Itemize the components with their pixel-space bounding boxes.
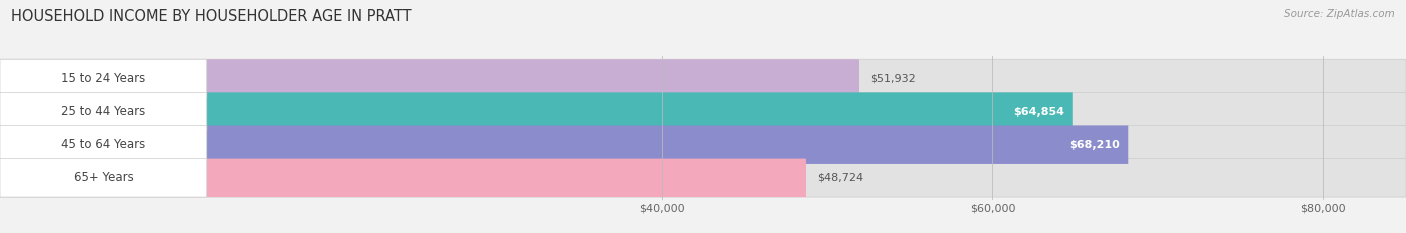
Text: 65+ Years: 65+ Years bbox=[73, 171, 134, 184]
FancyBboxPatch shape bbox=[0, 159, 806, 197]
Text: HOUSEHOLD INCOME BY HOUSEHOLDER AGE IN PRATT: HOUSEHOLD INCOME BY HOUSEHOLDER AGE IN P… bbox=[11, 9, 412, 24]
FancyBboxPatch shape bbox=[0, 92, 207, 131]
FancyBboxPatch shape bbox=[0, 126, 1406, 164]
FancyBboxPatch shape bbox=[0, 159, 1406, 197]
Text: $68,210: $68,210 bbox=[1069, 140, 1121, 150]
FancyBboxPatch shape bbox=[0, 92, 1073, 131]
FancyBboxPatch shape bbox=[0, 159, 207, 197]
FancyBboxPatch shape bbox=[0, 59, 859, 98]
FancyBboxPatch shape bbox=[0, 126, 1128, 164]
FancyBboxPatch shape bbox=[0, 126, 207, 164]
Text: 25 to 44 Years: 25 to 44 Years bbox=[62, 105, 145, 118]
Text: Source: ZipAtlas.com: Source: ZipAtlas.com bbox=[1284, 9, 1395, 19]
Text: 15 to 24 Years: 15 to 24 Years bbox=[62, 72, 145, 85]
Text: $51,932: $51,932 bbox=[870, 73, 917, 83]
Text: $64,854: $64,854 bbox=[1014, 106, 1064, 116]
FancyBboxPatch shape bbox=[0, 59, 1406, 98]
FancyBboxPatch shape bbox=[0, 59, 207, 98]
Text: $48,724: $48,724 bbox=[817, 173, 863, 183]
FancyBboxPatch shape bbox=[0, 92, 1406, 131]
Text: 45 to 64 Years: 45 to 64 Years bbox=[62, 138, 145, 151]
